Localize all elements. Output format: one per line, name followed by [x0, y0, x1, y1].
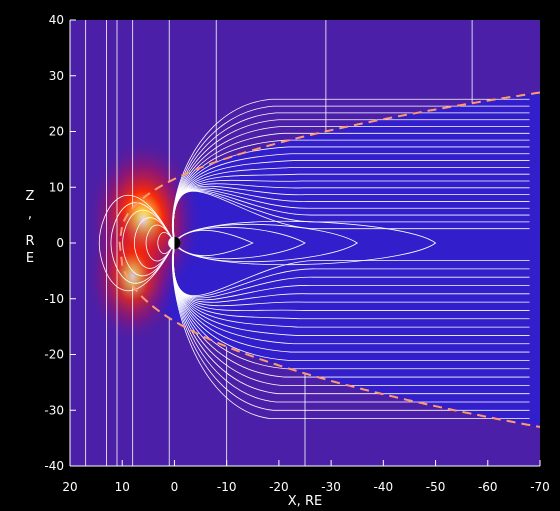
bow-shock-glow-south [85, 208, 180, 345]
y-tick-label: 30 [49, 69, 64, 83]
y-axis-label-char: , [28, 207, 32, 222]
earth [168, 236, 181, 250]
field-lines [85, 20, 530, 466]
y-tick-label: -40 [44, 459, 64, 473]
x-tick-label: 10 [115, 480, 130, 494]
magnetopause-boundary [118, 91, 540, 428]
y-tick-label: -10 [44, 292, 64, 306]
plot-area [85, 20, 540, 466]
south-lobe-field-line [173, 242, 530, 297]
y-axis-label-char: E [26, 251, 34, 266]
y-tick-label: -20 [44, 348, 64, 362]
north-lobe-field-line [173, 191, 530, 244]
y-axis-label-char: Z [26, 189, 35, 204]
x-tick-label: 20 [62, 480, 77, 494]
x-tick-label: -70 [530, 480, 550, 494]
x-tick-label: -30 [321, 480, 341, 494]
dayside-closed-field-line [133, 217, 175, 269]
y-tick-label: 40 [49, 13, 64, 27]
dayside-closed-field-line [157, 232, 175, 254]
y-axis-label: Z , R E [25, 189, 34, 266]
x-tick-label: 0 [171, 480, 179, 494]
earth-nightside [174, 236, 181, 250]
y-axis: 40 30 20 10 0 -10 -20 -30 -40 [44, 13, 76, 473]
y-tick-label: 20 [49, 125, 64, 139]
x-tick-label: -40 [374, 480, 394, 494]
dayside-closed-field-line [122, 209, 175, 277]
x-tick-label: -10 [217, 480, 237, 494]
dayside-closed-field-line [110, 202, 175, 284]
y-axis-label-char: R [25, 234, 34, 249]
y-tick-label: -30 [44, 403, 64, 417]
closed-tail-field-line [174, 226, 306, 260]
x-tick-label: -60 [478, 480, 498, 494]
dayside-closed-field-line [145, 224, 175, 262]
x-axis: 20 10 0 -10 -20 -30 -40 -50 -60 -70 [62, 460, 550, 494]
x-tick-label: -50 [426, 480, 446, 494]
closed-tail-field-line [174, 220, 437, 266]
closed-tail-field-line [174, 223, 358, 263]
x-axis-label: X, RE [288, 494, 322, 509]
y-tick-label: 0 [56, 236, 64, 250]
x-tick-label: -20 [269, 480, 289, 494]
y-tick-label: 10 [49, 180, 64, 194]
dayside-closed-field-line [98, 194, 175, 292]
